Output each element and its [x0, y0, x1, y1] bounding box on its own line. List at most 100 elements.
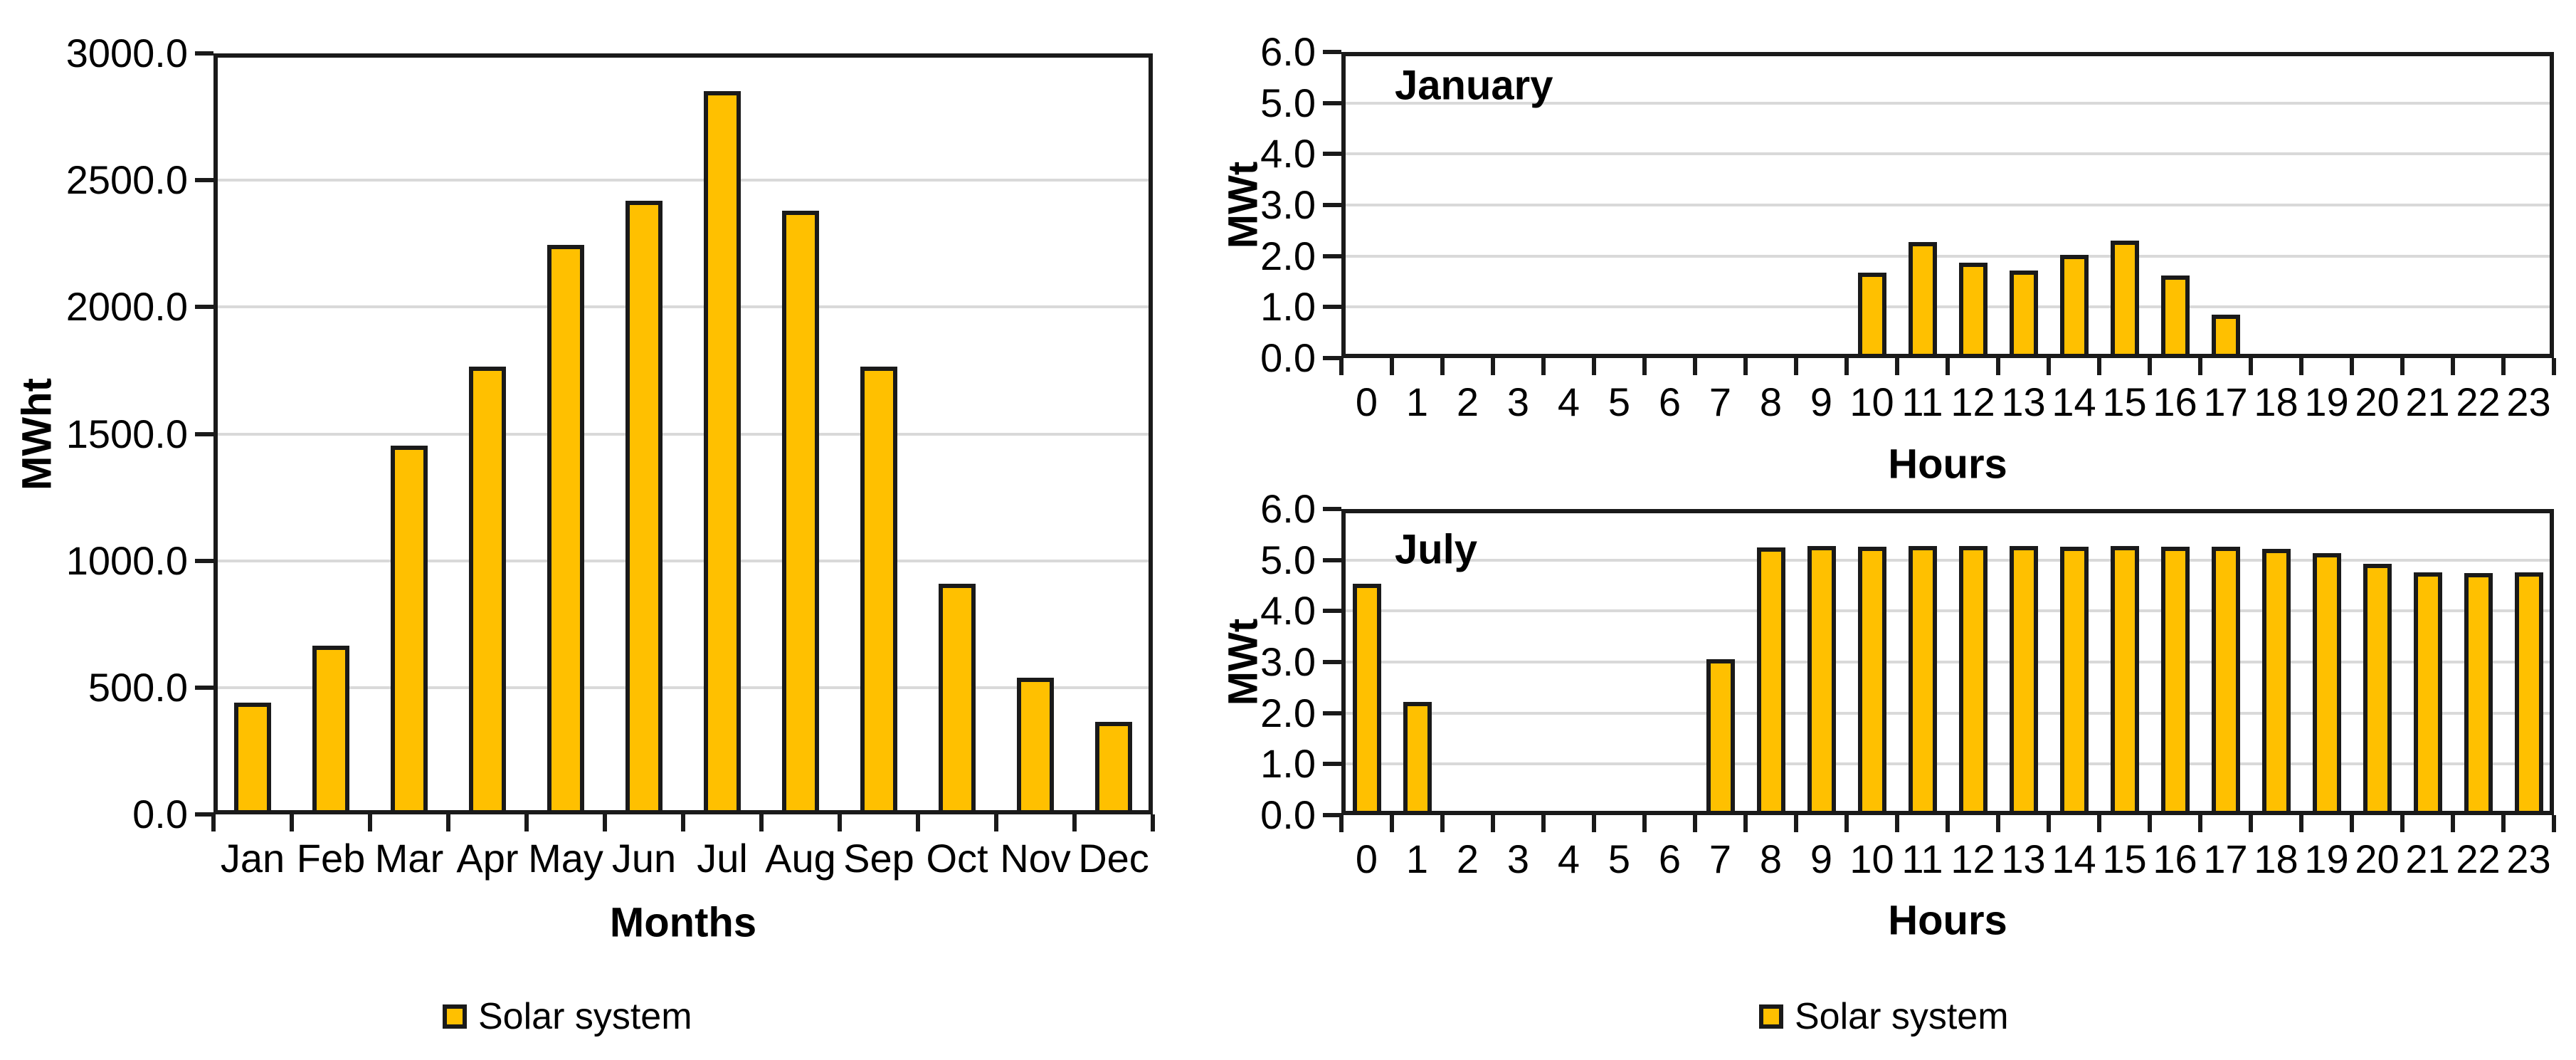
x-tick-mark [2350, 815, 2354, 832]
x-tick-mark [2148, 358, 2152, 375]
y-tick-label: 1000.0 [65, 537, 188, 583]
x-tick-mark [2249, 358, 2253, 375]
y-tick-mark [1323, 609, 1341, 614]
gridline [213, 686, 1153, 689]
plot-frame [1341, 509, 2554, 815]
x-tick-mark [2097, 358, 2101, 375]
y-tick-label: 1500.0 [65, 411, 188, 456]
x-tick-label: 13 [2001, 836, 2046, 881]
monthly-y-axis-title: MWht [14, 378, 60, 490]
x-tick-mark [2451, 358, 2455, 375]
x-tick-mark [2047, 358, 2051, 375]
plot-frame [213, 53, 1153, 814]
y-tick-label: 1.0 [1260, 284, 1316, 330]
gridline [1341, 711, 2554, 715]
x-tick-mark [211, 814, 216, 831]
x-tick-mark [2552, 358, 2556, 375]
x-tick-mark [1693, 358, 1697, 375]
y-tick-mark [1323, 660, 1341, 664]
x-tick-mark [2299, 358, 2303, 375]
x-tick-label: 9 [1810, 836, 1833, 881]
y-tick-mark [1323, 557, 1341, 562]
bar-18 [2261, 548, 2291, 815]
y-tick-mark [195, 305, 213, 310]
y-tick-label: 4.0 [1260, 131, 1316, 177]
x-tick-label: 23 [2506, 379, 2551, 424]
x-tick-mark [2047, 815, 2051, 832]
y-tick-mark [195, 431, 213, 436]
x-tick-mark [2451, 815, 2455, 832]
y-tick-label: 2500.0 [65, 157, 188, 203]
x-tick-label: Feb [296, 836, 366, 881]
x-tick-label: 15 [2102, 836, 2147, 881]
gridline [1341, 558, 2554, 562]
bar-8 [1756, 547, 1785, 815]
y-tick-mark [195, 51, 213, 56]
bar-Jul [704, 91, 741, 814]
x-tick-label: Oct [926, 836, 988, 881]
bar-Dec [1095, 721, 1132, 814]
x-tick-label: 1 [1405, 379, 1429, 424]
y-tick-label: 2000.0 [65, 284, 188, 330]
gridline [213, 305, 1153, 309]
y-tick-mark [1323, 100, 1341, 105]
x-tick-label: 5 [1608, 836, 1631, 881]
x-tick-mark [838, 814, 842, 831]
x-tick-label: 18 [2254, 379, 2298, 424]
x-tick-label: 5 [1608, 379, 1631, 424]
x-tick-mark [1794, 815, 1798, 832]
x-tick-label: 2 [1456, 836, 1479, 881]
x-tick-mark [2400, 358, 2405, 375]
legend-swatch-icon [443, 1004, 467, 1029]
x-tick-label: 11 [1901, 836, 1943, 881]
gridline [213, 179, 1153, 182]
x-tick-label: 14 [2052, 836, 2096, 881]
x-tick-mark [994, 814, 998, 831]
x-tick-mark [1491, 358, 1495, 375]
january-chart-title: January [1395, 62, 1553, 109]
y-tick-label: 6.0 [1260, 29, 1316, 74]
x-tick-label: 4 [1557, 836, 1580, 881]
x-tick-label: 14 [2052, 379, 2096, 424]
bar-22 [2464, 573, 2493, 815]
x-tick-label: 7 [1709, 379, 1732, 424]
y-tick-mark [1323, 507, 1341, 511]
x-tick-mark [1440, 358, 1445, 375]
bar-10 [1857, 547, 1886, 815]
x-tick-mark [1844, 358, 1849, 375]
july-y-axis-title: MWt [1220, 618, 1267, 706]
legend-label: Solar system [478, 996, 692, 1037]
x-tick-mark [1844, 815, 1849, 832]
bar-Nov [1017, 677, 1054, 814]
x-tick-label: 4 [1557, 379, 1580, 424]
bar-16 [2160, 547, 2190, 815]
bar-20 [2363, 563, 2392, 815]
gridline [1341, 305, 2554, 309]
y-tick-label: 5.0 [1260, 537, 1316, 582]
x-tick-label: 22 [2456, 836, 2501, 881]
x-tick-label: 6 [1658, 836, 1682, 881]
x-tick-mark [1642, 815, 1647, 832]
x-tick-mark [1491, 815, 1495, 832]
x-tick-label: 6 [1658, 379, 1682, 424]
x-tick-label: 1 [1405, 836, 1429, 881]
bar-14 [2059, 547, 2089, 815]
monthly-x-axis-title: Months [609, 899, 757, 946]
y-tick-mark [1323, 813, 1341, 817]
x-tick-label: Dec [1078, 836, 1149, 881]
x-tick-mark [1541, 358, 1546, 375]
gridline [1341, 609, 2554, 613]
bar-Sep [860, 367, 897, 814]
x-tick-mark [1895, 815, 1899, 832]
bar-Apr [469, 367, 506, 814]
x-tick-mark [2350, 358, 2354, 375]
x-tick-label: 9 [1810, 379, 1833, 424]
x-tick-mark [1996, 358, 2000, 375]
bar-15 [2110, 545, 2139, 815]
x-tick-label: 19 [2304, 836, 2349, 881]
x-tick-label: 20 [2355, 836, 2400, 881]
x-tick-label: 11 [1901, 379, 1943, 424]
y-tick-mark [195, 558, 213, 563]
january-y-axis-title: MWt [1220, 161, 1267, 249]
x-tick-mark [2198, 815, 2202, 832]
